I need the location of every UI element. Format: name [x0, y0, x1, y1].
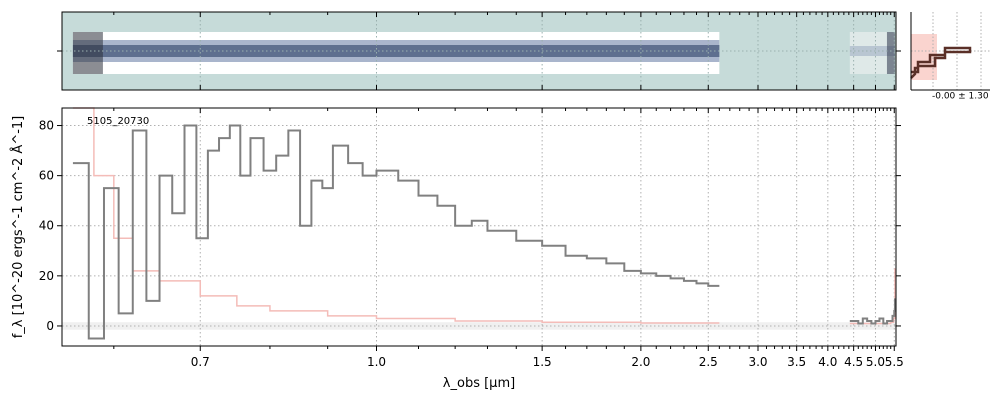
x-tick-label-5: 3.0 — [748, 355, 767, 369]
y-axis-label: f_λ [10^-20 ergs^-1 cm^-2 Å^-1] — [10, 116, 26, 339]
x-tick-label-7: 4.0 — [818, 355, 837, 369]
spectrum-2d-panel — [57, 11, 901, 91]
x-tick-label-9: 5.0 — [866, 355, 885, 369]
x-tick-label-10: 5.5 — [885, 355, 904, 369]
series-line-2 — [72, 107, 720, 324]
x-tick-label-6: 3.5 — [787, 355, 806, 369]
profile-curve — [910, 46, 972, 79]
x-ticks: 0.7 1.0 1.5 2.0 2.5 3.0 3.5 4.0 4.5 5.0 5.5 — [113, 108, 904, 369]
spectrum-1d-panel: 0.7 1.0 1.5 2.0 2.5 3.0 3.5 4.0 4.5 5.0 5.5 0 20 40 6… — [10, 107, 904, 391]
series-line-3 — [849, 268, 896, 325]
trace2d-red-core — [849, 46, 895, 56]
y-tick-label-1: 20 — [39, 269, 54, 283]
trace2d-blue-core — [72, 45, 720, 57]
plot-background — [62, 108, 896, 346]
x-tick-label-0: 0.7 — [191, 355, 210, 369]
y-tick-label-4: 80 — [39, 119, 54, 133]
y-tick-label-2: 40 — [39, 219, 54, 233]
series-line-0 — [72, 124, 720, 340]
grid-lines — [62, 108, 896, 346]
x-tick-label-8: 4.5 — [844, 355, 863, 369]
plot-frame — [61, 107, 897, 347]
x-tick-label-3: 2.0 — [631, 355, 650, 369]
y-tick-label-3: 60 — [39, 169, 54, 183]
x-tick-label-1: 1.0 — [367, 355, 386, 369]
profile-inset-panel: -0.00 ± 1.30 — [910, 12, 990, 102]
series-lines — [72, 107, 896, 340]
spectrum-2d-grid — [62, 12, 896, 90]
series-line-1 — [849, 298, 896, 325]
trace2d-red-edge — [886, 32, 895, 74]
profile-inset-label: -0.00 ± 1.30 — [932, 92, 989, 102]
spectrum-2d-ticks — [57, 12, 901, 90]
x-axis-label: λ_obs [μm] — [443, 376, 515, 391]
spectrum-2d-trace — [72, 32, 895, 74]
x-tick-label-4: 2.5 — [699, 355, 718, 369]
x-tick-label-2: 1.5 — [533, 355, 552, 369]
object-label: 5105_20730 — [87, 116, 149, 127]
trace2d-blue-edge — [72, 32, 103, 74]
y-tick-label-0: 0 — [46, 319, 54, 333]
y-ticks: 0 20 40 60 80 — [39, 119, 901, 333]
